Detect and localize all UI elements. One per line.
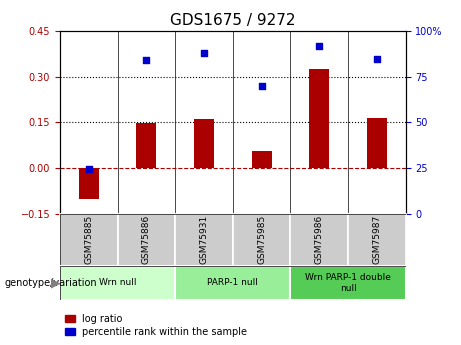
- Text: ▶: ▶: [52, 276, 61, 289]
- Bar: [136, 123, 156, 168]
- Bar: [348, 214, 406, 266]
- Text: GSM75885: GSM75885: [84, 215, 93, 264]
- Bar: [367, 118, 387, 168]
- Text: Wrn PARP-1 double
null: Wrn PARP-1 double null: [305, 273, 391, 293]
- Bar: [118, 214, 175, 266]
- Bar: [194, 119, 214, 168]
- Bar: [79, 168, 99, 199]
- Bar: [175, 266, 290, 300]
- Title: GDS1675 / 9272: GDS1675 / 9272: [170, 13, 296, 29]
- Text: GSM75886: GSM75886: [142, 215, 151, 264]
- Bar: [290, 214, 348, 266]
- Text: Wrn null: Wrn null: [99, 278, 136, 287]
- Text: GSM75986: GSM75986: [315, 215, 324, 264]
- Bar: [290, 266, 406, 300]
- Text: genotype/variation: genotype/variation: [5, 278, 97, 288]
- Text: PARP-1 null: PARP-1 null: [207, 278, 258, 287]
- Legend: log ratio, percentile rank within the sample: log ratio, percentile rank within the sa…: [65, 314, 247, 337]
- Bar: [309, 69, 329, 168]
- Text: GSM75987: GSM75987: [372, 215, 381, 264]
- Point: [315, 43, 323, 48]
- Text: GSM75985: GSM75985: [257, 215, 266, 264]
- Point: [85, 166, 92, 172]
- Point: [142, 58, 150, 63]
- Bar: [233, 214, 290, 266]
- Bar: [252, 151, 272, 168]
- Point: [200, 50, 207, 56]
- Point: [373, 57, 381, 62]
- Point: [258, 83, 266, 89]
- Bar: [175, 214, 233, 266]
- Text: GSM75931: GSM75931: [200, 215, 208, 264]
- Bar: [60, 266, 175, 300]
- Bar: [60, 214, 118, 266]
